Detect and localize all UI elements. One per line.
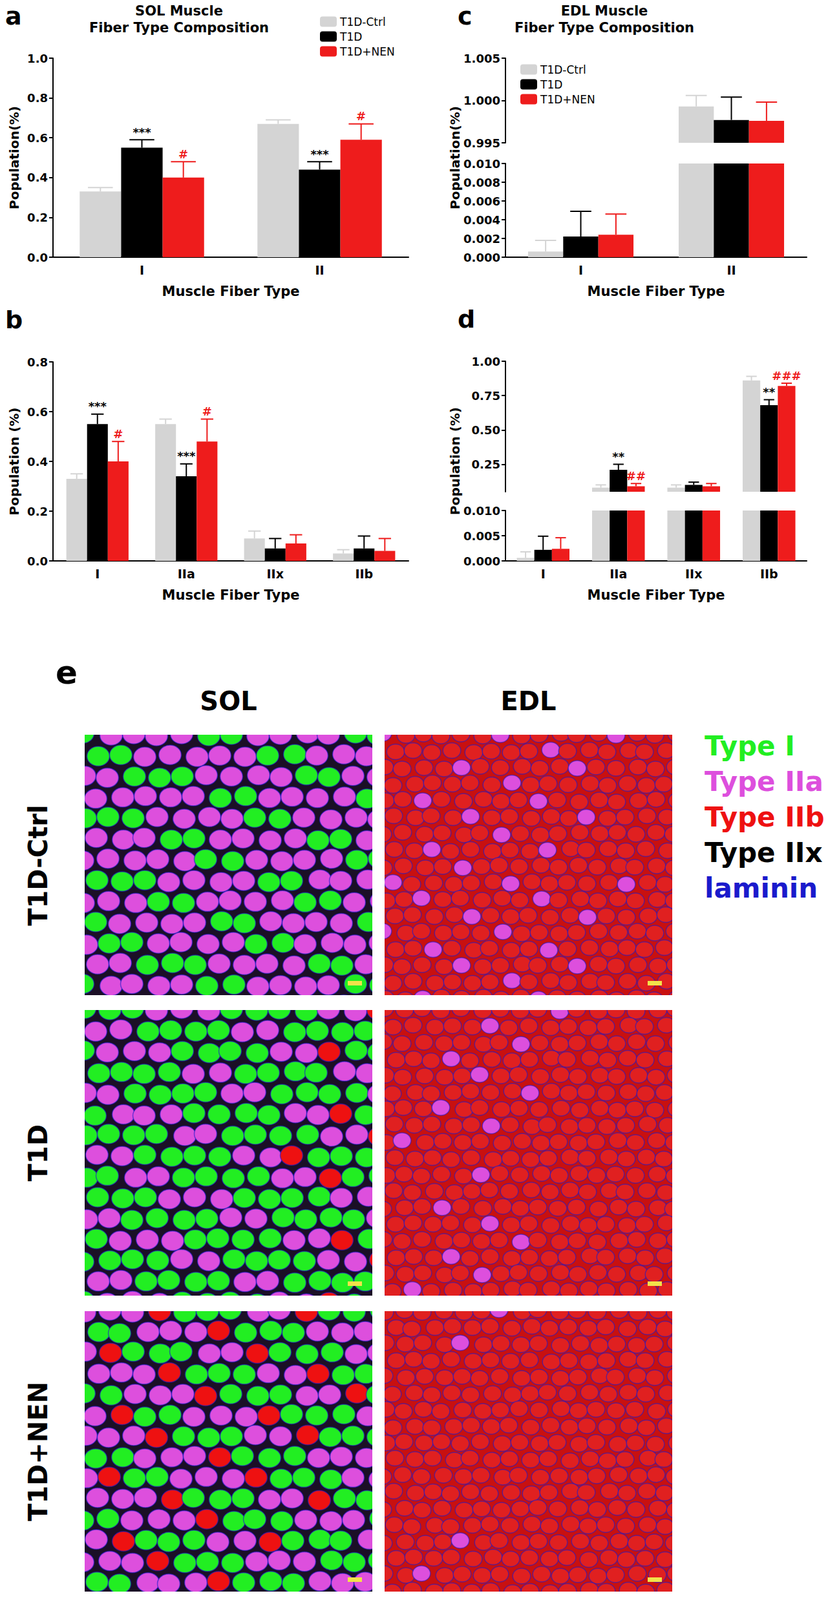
- svg-text:Fiber Type Composition: Fiber Type Composition: [89, 20, 269, 36]
- svg-text:0.0: 0.0: [27, 554, 48, 569]
- svg-text:0.010: 0.010: [463, 504, 501, 518]
- svg-text:1.005: 1.005: [463, 51, 501, 66]
- svg-text:0.50: 0.50: [471, 423, 501, 437]
- svg-text:Muscle Fiber Type: Muscle Fiber Type: [587, 283, 726, 300]
- svg-text:0.8: 0.8: [27, 91, 48, 105]
- svg-text:d: d: [457, 305, 476, 334]
- svg-text:#: #: [202, 404, 213, 419]
- svg-text:T1D-Ctrl: T1D-Ctrl: [539, 63, 587, 77]
- svg-text:###: ###: [771, 369, 801, 383]
- svg-text:0.4: 0.4: [27, 170, 48, 185]
- svg-text:0.004: 0.004: [463, 213, 501, 227]
- html-text:Type IIb: Type IIb: [704, 801, 825, 834]
- svg-text:0.005: 0.005: [463, 529, 501, 543]
- svg-text:I: I: [139, 263, 145, 278]
- svg-text:***: ***: [177, 449, 196, 463]
- svg-text:Population (%): Population (%): [447, 407, 463, 516]
- svg-text:0.000: 0.000: [463, 250, 501, 265]
- svg-text:0.000: 0.000: [463, 554, 501, 569]
- svg-text:0.010: 0.010: [463, 157, 501, 171]
- svg-text:I: I: [541, 566, 546, 582]
- svg-text:#: #: [356, 109, 366, 123]
- svg-text:Population(%): Population(%): [447, 106, 463, 210]
- svg-text:SOL Muscle: SOL Muscle: [135, 3, 224, 19]
- svg-text:a: a: [5, 1, 22, 31]
- svg-text:I: I: [578, 263, 584, 278]
- svg-text:Population(%): Population(%): [6, 106, 22, 210]
- svg-text:1.000: 1.000: [463, 93, 501, 108]
- html-text:e: e: [55, 654, 78, 692]
- html-text:T1D: T1D: [23, 1124, 54, 1182]
- svg-text:#: #: [113, 427, 123, 441]
- svg-text:#: #: [178, 147, 189, 161]
- svg-text:b: b: [5, 305, 23, 335]
- svg-text:T1D-Ctrl: T1D-Ctrl: [339, 15, 386, 29]
- svg-text:c: c: [457, 1, 473, 31]
- svg-text:IIb: IIb: [760, 566, 779, 582]
- svg-text:1.0: 1.0: [27, 51, 48, 66]
- svg-text:T1D+NEN: T1D+NEN: [339, 45, 395, 59]
- svg-text:***: ***: [88, 399, 108, 414]
- html-text:Type IIa: Type IIa: [704, 765, 824, 798]
- svg-text:0.008: 0.008: [463, 175, 501, 190]
- svg-text:0.2: 0.2: [27, 504, 48, 519]
- svg-text:T1D+NEN: T1D+NEN: [539, 93, 596, 107]
- svg-text:**: **: [612, 449, 625, 464]
- html-text:Type I: Type I: [704, 730, 795, 763]
- html-text:T1D+NEN: T1D+NEN: [23, 1381, 54, 1522]
- svg-text:II: II: [726, 263, 736, 278]
- svg-text:***: ***: [132, 125, 152, 139]
- svg-text:II: II: [314, 263, 324, 278]
- svg-text:Population (%): Population (%): [6, 407, 22, 516]
- svg-text:IIa: IIa: [177, 566, 196, 582]
- svg-text:**: **: [762, 385, 776, 399]
- svg-text:0.006: 0.006: [463, 194, 501, 209]
- svg-text:0.8: 0.8: [27, 355, 48, 370]
- svg-text:EDL Muscle: EDL Muscle: [561, 3, 649, 19]
- html-text:Type IIx: Type IIx: [704, 837, 823, 869]
- svg-text:IIx: IIx: [266, 566, 284, 582]
- html-text:laminin: laminin: [704, 872, 818, 905]
- svg-text:T1D: T1D: [339, 30, 362, 44]
- svg-text:0.995: 0.995: [463, 136, 501, 150]
- html-text:EDL: EDL: [500, 686, 557, 717]
- html-text:SOL: SOL: [199, 686, 258, 717]
- svg-text:0.4: 0.4: [27, 455, 48, 469]
- svg-text:T1D: T1D: [539, 78, 563, 92]
- svg-text:I: I: [95, 566, 100, 582]
- svg-text:0.2: 0.2: [27, 210, 48, 225]
- svg-text:IIa: IIa: [609, 566, 627, 582]
- svg-text:***: ***: [310, 147, 330, 161]
- svg-text:0.75: 0.75: [471, 389, 501, 403]
- svg-text:##: ##: [626, 469, 646, 483]
- svg-text:0.25: 0.25: [471, 457, 501, 472]
- svg-text:IIb: IIb: [354, 566, 373, 582]
- svg-text:0.002: 0.002: [463, 232, 501, 246]
- svg-text:0.6: 0.6: [27, 405, 48, 419]
- html-text:T1D-Ctrl: T1D-Ctrl: [23, 804, 54, 926]
- svg-text:0.0: 0.0: [27, 250, 48, 265]
- svg-text:Muscle Fiber Type: Muscle Fiber Type: [162, 587, 300, 604]
- svg-text:Fiber Type Composition: Fiber Type Composition: [514, 20, 695, 36]
- svg-text:0.6: 0.6: [27, 131, 48, 145]
- svg-text:1.00: 1.00: [471, 354, 501, 369]
- svg-text:IIx: IIx: [685, 566, 702, 582]
- svg-text:Muscle Fiber Type: Muscle Fiber Type: [587, 587, 726, 604]
- svg-text:Muscle Fiber Type: Muscle Fiber Type: [162, 283, 300, 300]
